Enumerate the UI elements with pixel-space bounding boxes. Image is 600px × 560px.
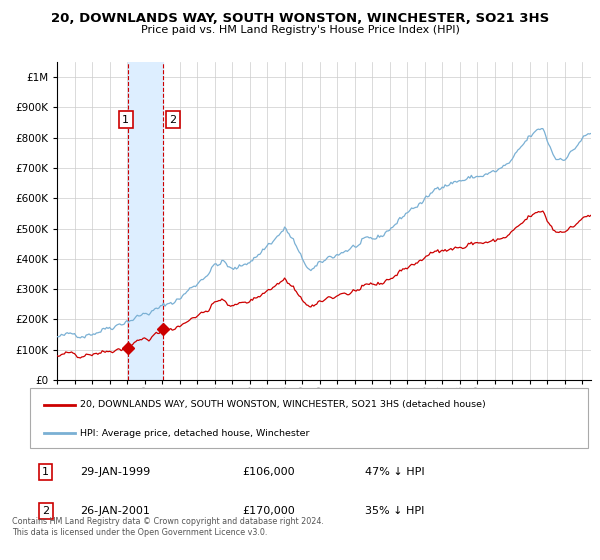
Text: 1: 1 <box>42 467 49 477</box>
Text: HPI: Average price, detached house, Winchester: HPI: Average price, detached house, Winc… <box>80 428 310 437</box>
Text: 29-JAN-1999: 29-JAN-1999 <box>80 467 151 477</box>
Text: 47% ↓ HPI: 47% ↓ HPI <box>365 467 424 477</box>
Bar <box>128 62 163 380</box>
Text: 2: 2 <box>170 115 176 124</box>
Text: Contains HM Land Registry data © Crown copyright and database right 2024.
This d: Contains HM Land Registry data © Crown c… <box>12 517 324 536</box>
Text: 1: 1 <box>122 115 130 124</box>
Text: 26-JAN-2001: 26-JAN-2001 <box>80 506 150 516</box>
Text: £106,000: £106,000 <box>242 467 295 477</box>
Text: Price paid vs. HM Land Registry's House Price Index (HPI): Price paid vs. HM Land Registry's House … <box>140 25 460 35</box>
Text: £170,000: £170,000 <box>242 506 295 516</box>
Text: 35% ↓ HPI: 35% ↓ HPI <box>365 506 424 516</box>
Text: 2: 2 <box>42 506 49 516</box>
Text: 20, DOWNLANDS WAY, SOUTH WONSTON, WINCHESTER, SO21 3HS: 20, DOWNLANDS WAY, SOUTH WONSTON, WINCHE… <box>51 12 549 25</box>
Text: 20, DOWNLANDS WAY, SOUTH WONSTON, WINCHESTER, SO21 3HS (detached house): 20, DOWNLANDS WAY, SOUTH WONSTON, WINCHE… <box>80 400 486 409</box>
